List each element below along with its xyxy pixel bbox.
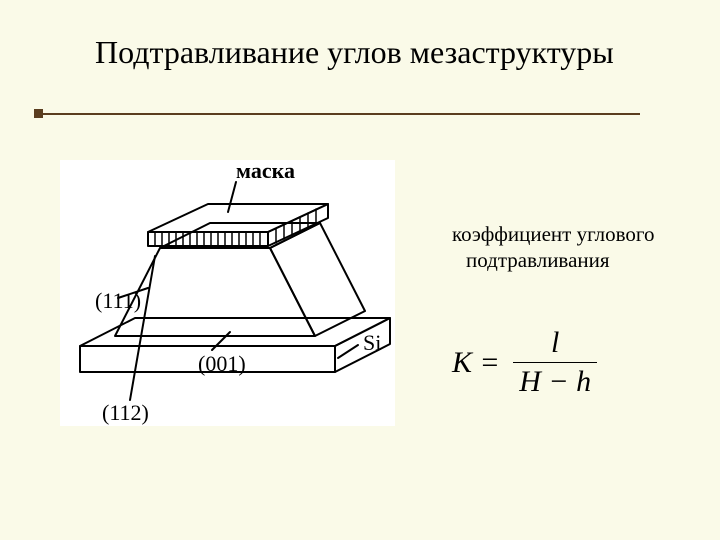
label-111: (111) <box>95 288 141 314</box>
label-112: (112) <box>102 400 149 426</box>
label-001: (001) <box>198 351 246 377</box>
caption-line2: подтравливания <box>466 248 610 273</box>
caption-line1: коэффициент углового <box>452 222 654 247</box>
formula: K = l H − h <box>452 326 597 399</box>
page-title: Подтравливание углов мезаструктуры <box>95 34 614 71</box>
label-mask: маска <box>236 158 295 184</box>
formula-denominator: H − h <box>513 362 597 399</box>
formula-numerator: l <box>513 326 597 362</box>
label-si: Si <box>363 330 381 356</box>
formula-lhs: K = <box>452 346 500 380</box>
title-underline <box>34 113 640 115</box>
